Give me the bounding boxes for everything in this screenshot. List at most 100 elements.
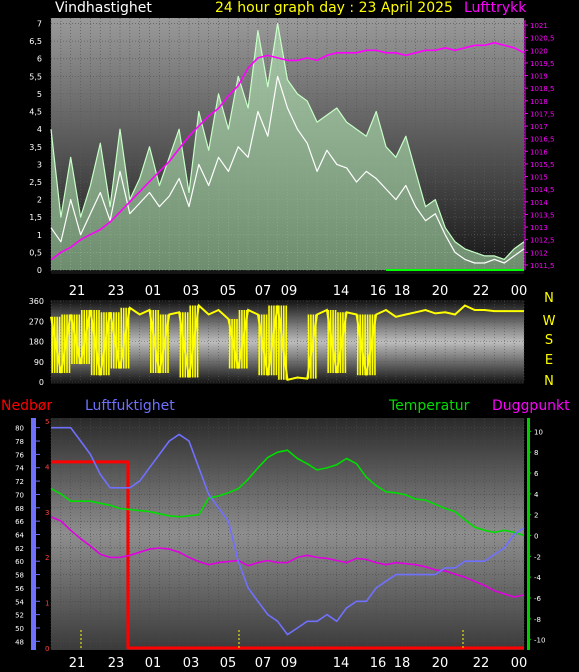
humidity-tick-label: 64 bbox=[15, 532, 24, 540]
time-tick-label: 05 bbox=[220, 284, 237, 299]
time-tick-label: 16 bbox=[370, 284, 387, 299]
wind-speed-tick-label: 0,5 bbox=[29, 248, 42, 257]
wind-pressure-series bbox=[50, 22, 525, 271]
pressure-tick-label: 1020,5 bbox=[530, 35, 555, 43]
humidity-tick-label: 58 bbox=[15, 572, 24, 580]
pressure-tick-label: 1013,5 bbox=[530, 211, 555, 219]
pressure-tick-label: 1015,5 bbox=[530, 161, 555, 169]
pressure-tick-label: 1015 bbox=[530, 174, 548, 182]
time-tick-label: 23 bbox=[108, 284, 125, 299]
rain-axis: 0 1 2 3 4 5 bbox=[45, 418, 50, 653]
pressure-tick-label: 1017 bbox=[530, 123, 548, 131]
humidity-tick-label: 54 bbox=[15, 598, 24, 606]
time-tick-label: 09 bbox=[281, 656, 298, 671]
time-tick-label: 16 bbox=[370, 656, 387, 671]
wind-speed-tick-label: 3,5 bbox=[29, 143, 42, 152]
dewpoint-line bbox=[50, 516, 525, 598]
time-tick-label: 20 bbox=[432, 284, 449, 299]
humidity-tick-label: 78 bbox=[15, 438, 24, 446]
temperature-axis-title: Temperatur bbox=[388, 398, 470, 414]
wind-direction-tick-label: 90 bbox=[34, 358, 44, 367]
time-tick-label: 03 bbox=[183, 284, 200, 299]
temperature-tick-label: 4 bbox=[534, 491, 539, 499]
wind-speed-tick-label: 3 bbox=[37, 160, 42, 169]
rain-tick-label: 0 bbox=[45, 645, 49, 653]
pressure-tick-label: 1012 bbox=[530, 249, 548, 257]
compass-label: S bbox=[545, 333, 553, 348]
compass-label: N bbox=[544, 374, 554, 389]
humidity-tick-label: 66 bbox=[15, 518, 24, 526]
temperature-level-bar bbox=[527, 418, 530, 650]
pressure-tick-label: 1018,5 bbox=[530, 85, 555, 93]
pressure-tick-label: 1016 bbox=[530, 148, 548, 156]
humidity-level-bar bbox=[31, 418, 36, 650]
wind-speed-tick-label: 7 bbox=[37, 20, 42, 29]
compass-label: E bbox=[545, 353, 553, 368]
wind-speed-tick-label: 6 bbox=[37, 55, 42, 64]
time-tick-label: 00 bbox=[511, 284, 528, 299]
humidity-tick-label: 68 bbox=[15, 505, 24, 513]
rain-tick-label: 3 bbox=[45, 509, 49, 517]
humidity-tick-label: 76 bbox=[15, 451, 24, 459]
wind-gust-area bbox=[51, 23, 524, 270]
compass-label: W bbox=[543, 314, 556, 329]
wind-direction-tick-label: 360 bbox=[29, 297, 44, 306]
pressure-tick-label: 1019 bbox=[530, 73, 548, 81]
pressure-axis-title: Lufttrykk bbox=[464, 0, 527, 16]
pressure-tick-label: 1021 bbox=[530, 22, 548, 30]
wind-speed-tick-label: 5 bbox=[37, 90, 42, 99]
wind-speed-tick-label: 1 bbox=[37, 231, 42, 240]
time-tick-label: 01 bbox=[145, 656, 162, 671]
humidity-tick-label: 48 bbox=[15, 638, 24, 646]
humidity-axis: 48 50 52 54 56 58 60 62 64 66 68 70 72 74 76 78 80 bbox=[15, 425, 40, 646]
temperature-axis: -10 -8 -6 -4 -2 0 2 4 6 8 10 bbox=[527, 428, 545, 645]
pressure-tick-label: 1018 bbox=[530, 98, 548, 106]
humidity-tick-label: 60 bbox=[15, 558, 24, 566]
time-tick-label: 03 bbox=[183, 656, 200, 671]
pressure-tick-label: 1013 bbox=[530, 224, 548, 232]
pressure-tick-label: 1016,5 bbox=[530, 136, 555, 144]
temperature-tick-label: 2 bbox=[534, 512, 538, 520]
time-tick-label: 23 bbox=[108, 656, 125, 671]
wind-direction-axis: 0 90 180 270 360 bbox=[29, 297, 44, 387]
time-tick-label: 01 bbox=[145, 284, 162, 299]
time-tick-label: 09 bbox=[281, 284, 298, 299]
compass-label: N bbox=[544, 291, 554, 306]
time-tick-label: 00 bbox=[511, 656, 528, 671]
dewpoint-axis-title: Duggpunkt bbox=[492, 398, 570, 414]
temperature-tick-label: -4 bbox=[534, 574, 542, 582]
pressure-tick-label: 1020 bbox=[530, 47, 548, 55]
humidity-tick-label: 52 bbox=[15, 612, 24, 620]
pressure-tick-label: 1014 bbox=[530, 199, 548, 207]
temperature-tick-label: 6 bbox=[534, 470, 539, 478]
time-tick-label: 07 bbox=[255, 284, 272, 299]
temperature-tick-label: 8 bbox=[534, 449, 538, 457]
temperature-humidity-grid bbox=[50, 419, 525, 650]
temperature-tick-label: -2 bbox=[534, 553, 541, 561]
temperature-tick-label: 0 bbox=[534, 533, 538, 541]
humidity-tick-label: 74 bbox=[15, 465, 24, 473]
time-tick-label: 14 bbox=[333, 284, 350, 299]
time-tick-label: 18 bbox=[394, 284, 411, 299]
time-tick-label: 14 bbox=[333, 656, 350, 671]
wind-direction-tick-label: 270 bbox=[29, 317, 44, 326]
rain-tick-label: 2 bbox=[45, 554, 49, 562]
wind-speed-axis-title: Vindhastighet bbox=[55, 0, 152, 16]
temperature-tick-label: 10 bbox=[534, 428, 543, 436]
temperature-tick-label: -10 bbox=[534, 637, 545, 645]
humidity-tick-label: 50 bbox=[15, 625, 24, 633]
pressure-tick-label: 1012,5 bbox=[530, 237, 555, 245]
temperature-line bbox=[50, 449, 525, 537]
wind-direction-line bbox=[50, 303, 524, 382]
wind-direction-tick-label: 180 bbox=[29, 338, 44, 347]
wind-speed-tick-label: 4,5 bbox=[29, 108, 42, 117]
time-tick-label: 20 bbox=[432, 656, 449, 671]
wind-speed-tick-label: 5,5 bbox=[29, 72, 42, 81]
wind-direction-grid bbox=[50, 300, 525, 383]
time-tick-label: 18 bbox=[394, 656, 411, 671]
pressure-tick-label: 1019,5 bbox=[530, 60, 555, 68]
humidity-tick-label: 80 bbox=[15, 425, 24, 433]
pressure-tick-label: 1011,5 bbox=[530, 262, 555, 270]
time-tick-label: 05 bbox=[220, 656, 237, 671]
wind-direction-series bbox=[50, 303, 524, 382]
